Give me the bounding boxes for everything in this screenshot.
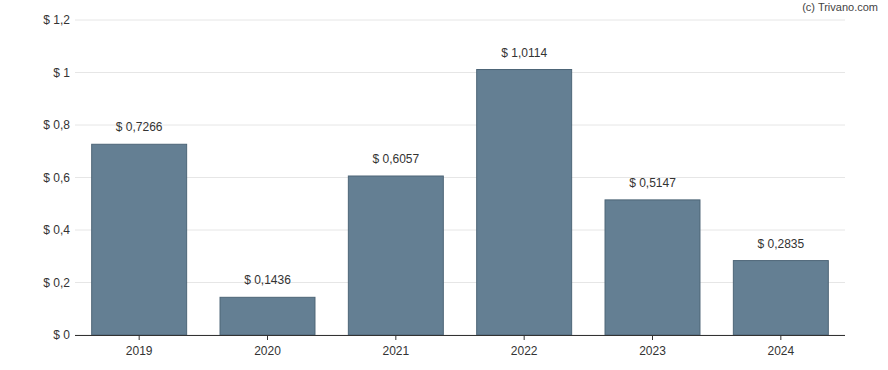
data-label: $ 0,7266 (116, 120, 163, 134)
y-tick-label: $ 1 (53, 66, 70, 80)
bar (348, 176, 443, 335)
y-tick-label: $ 0,6 (43, 171, 70, 185)
data-label: $ 0,2835 (757, 237, 804, 251)
x-tick (780, 335, 781, 340)
grid-line (75, 125, 845, 126)
y-tick-label: $ 1,2 (43, 13, 70, 27)
y-tick-label: $ 0,2 (43, 276, 70, 290)
bar (220, 297, 315, 335)
x-tick (524, 335, 525, 340)
chart-container: $ 0 $ 0,2 $ 0,4 $ 0,6 $ 0,8 $ 1 $ 1,2 $ 0,7266 $… (0, 0, 888, 370)
grid-line (75, 72, 845, 73)
data-label: $ 1,0114 (501, 46, 547, 60)
y-tick-label: $ 0 (53, 328, 70, 342)
bar (733, 261, 828, 335)
bar (605, 200, 700, 335)
x-tick-label: 2024 (767, 344, 794, 358)
grid-line (75, 282, 845, 283)
y-tick-label: $ 0,4 (43, 223, 70, 237)
x-tick-label: 2019 (126, 344, 153, 358)
x-tick (395, 335, 396, 340)
data-label: $ 0,1436 (244, 273, 291, 287)
data-label: $ 0,5147 (629, 176, 676, 190)
x-tick (652, 335, 653, 340)
grid-line (75, 230, 845, 231)
y-tick-label: $ 0,8 (43, 118, 70, 132)
x-tick-label: 2023 (639, 344, 666, 358)
grid-line (75, 20, 845, 21)
x-tick (139, 335, 140, 340)
x-tick-label: 2020 (254, 344, 281, 358)
x-tick-label: 2021 (382, 344, 409, 358)
grid-line (75, 335, 845, 336)
chart: $ 0 $ 0,2 $ 0,4 $ 0,6 $ 0,8 $ 1 $ 1,2 $ 0,7266 $… (0, 0, 888, 370)
x-axis-line (75, 335, 845, 336)
bars (92, 70, 829, 335)
x-tick-label: 2022 (511, 344, 538, 358)
grid-line (75, 177, 845, 178)
data-label: $ 0,6057 (372, 152, 419, 166)
annotation: (c) Trivano.com (802, 1, 878, 13)
bar (92, 144, 187, 335)
bar (477, 70, 572, 335)
x-tick (267, 335, 268, 340)
